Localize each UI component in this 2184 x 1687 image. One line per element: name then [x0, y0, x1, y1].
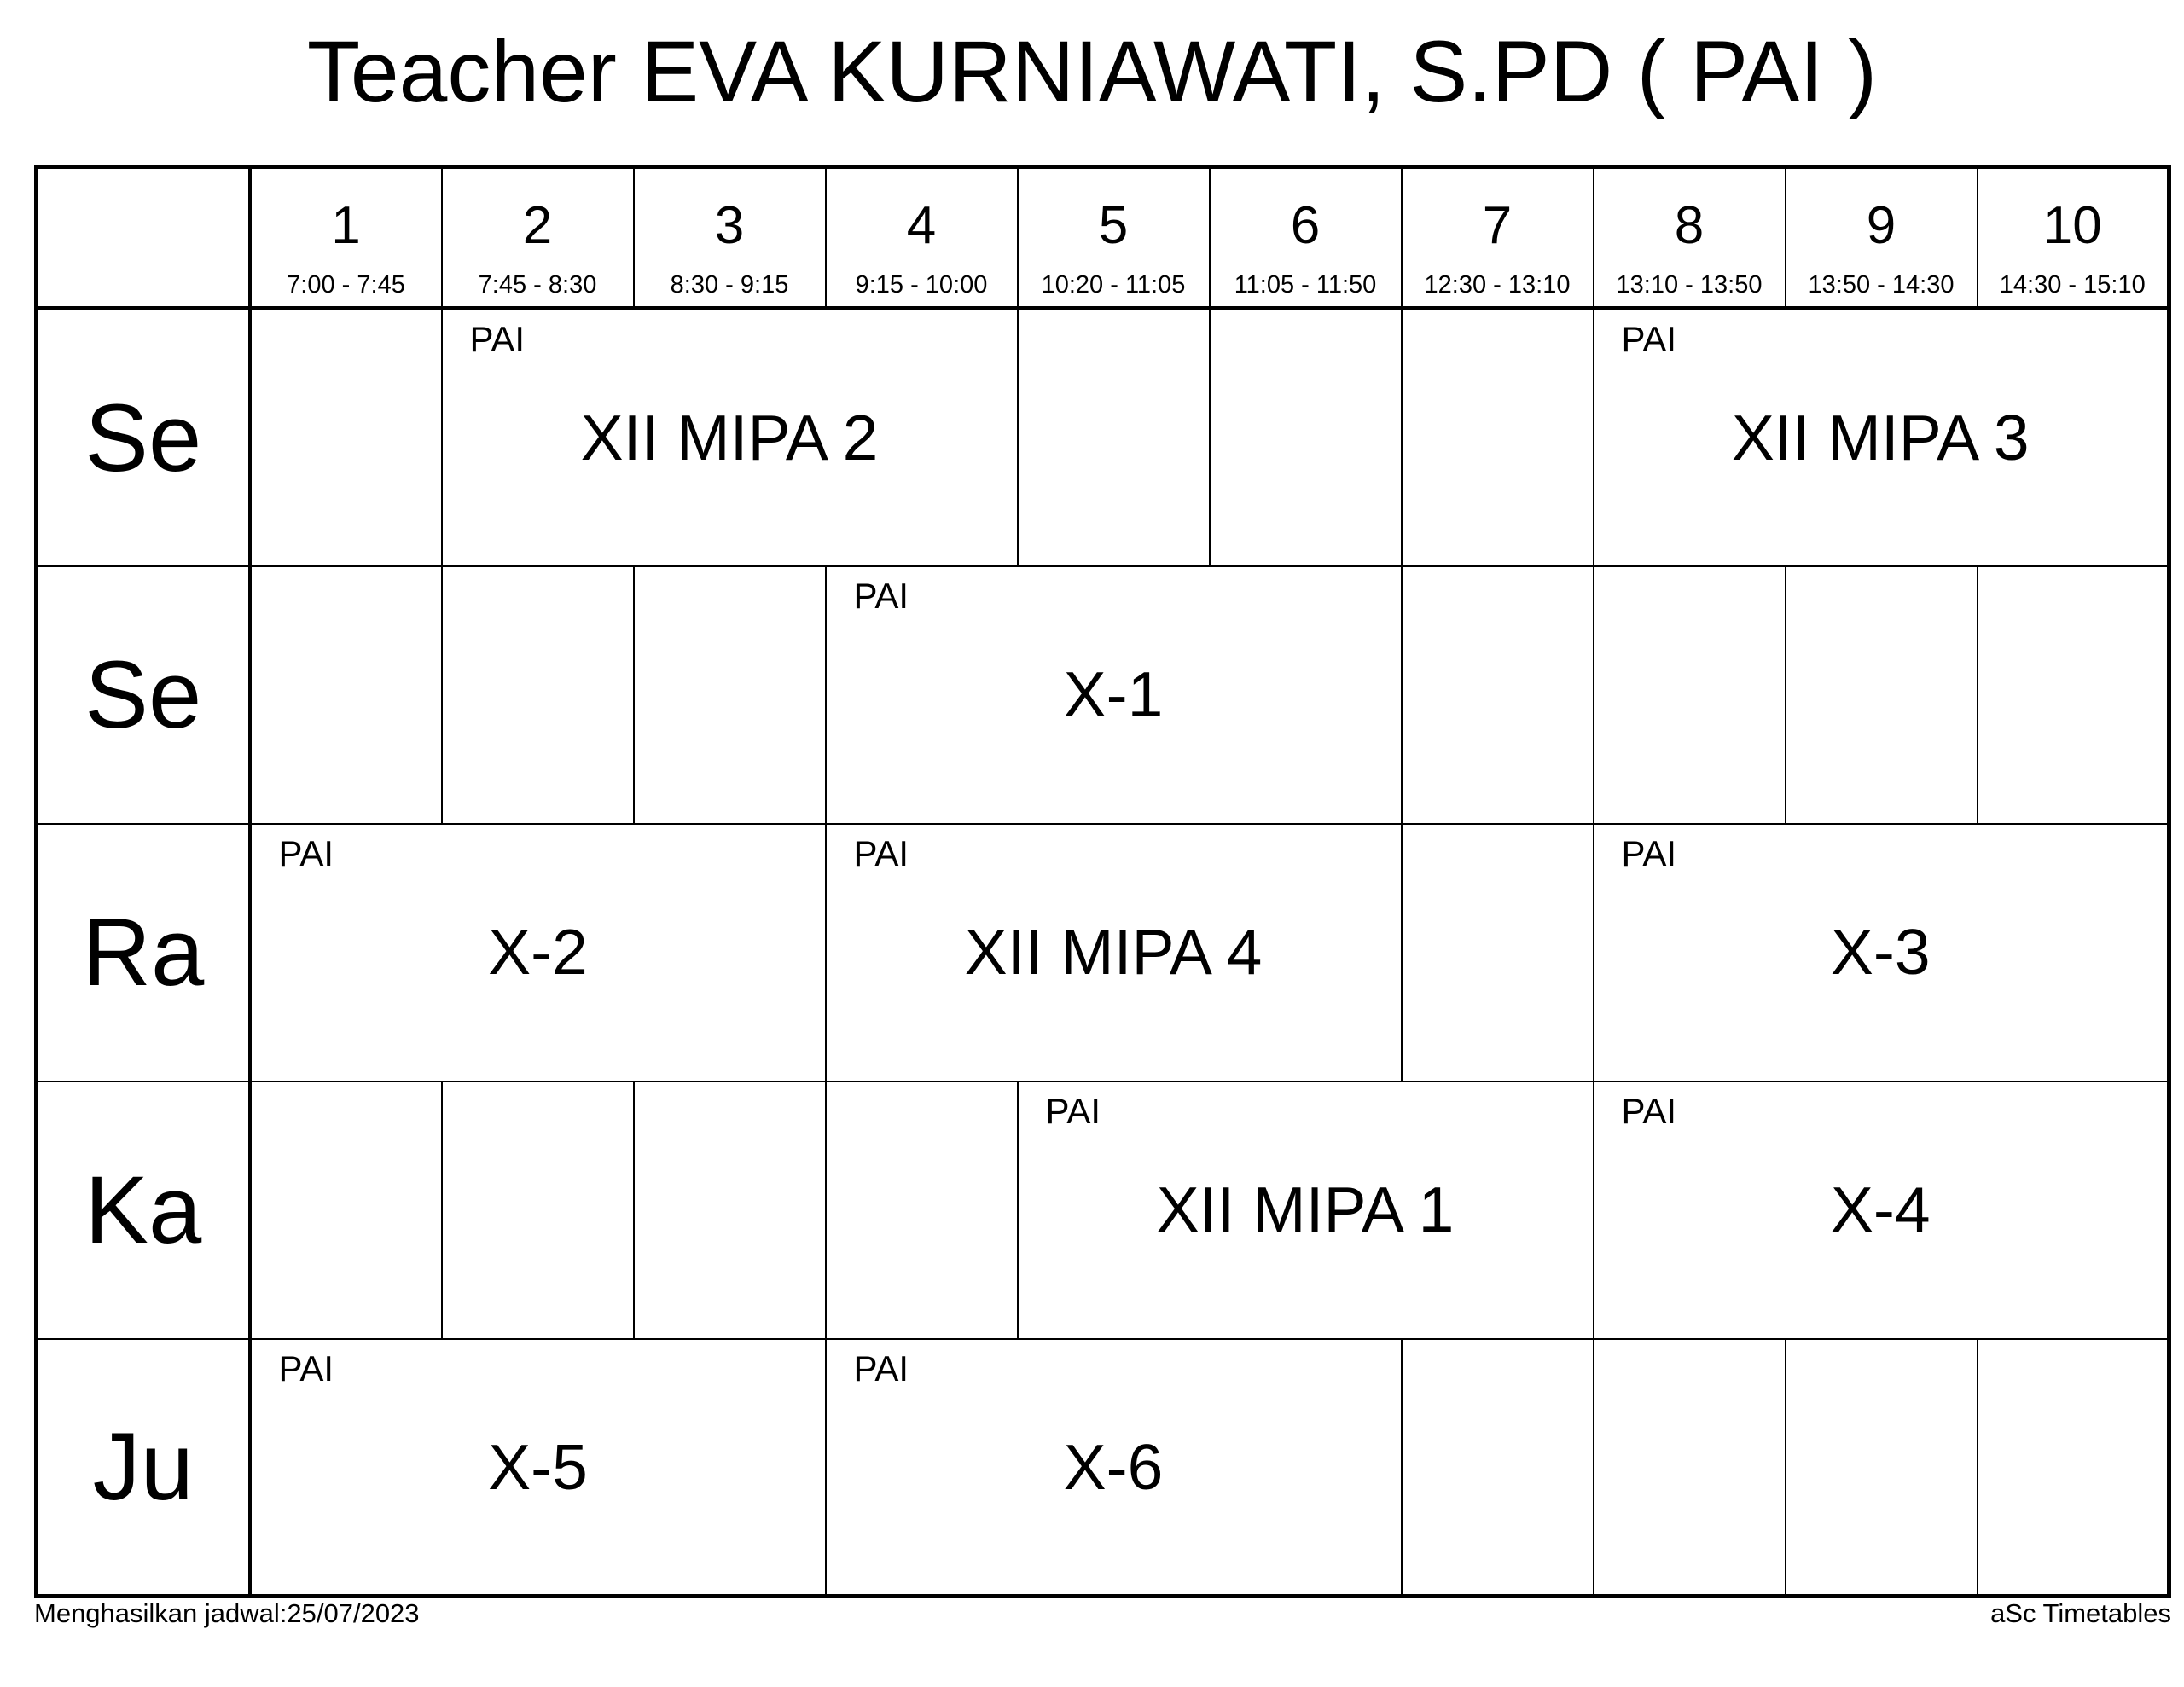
lesson-cell-x-4: PAI X-4 — [1592, 1080, 2170, 1340]
subject-label: PAI — [469, 319, 526, 360]
period-time: 11:05 - 11:50 — [1234, 271, 1377, 299]
header-period-10: 10 14:30 - 15:10 — [1976, 165, 2170, 311]
period-number: 7 — [1482, 196, 1513, 256]
header-period-7: 7 12:30 - 13:10 — [1400, 165, 1594, 311]
period-number: 6 — [1290, 196, 1321, 256]
period-time: 12:30 - 13:10 — [1424, 271, 1571, 299]
lesson-cell-x-5: PAI X-5 — [248, 1337, 827, 1597]
class-name-label: X-3 — [1830, 916, 1931, 988]
lesson-cell-x-1: PAI X-1 — [824, 565, 1403, 825]
period-number: 9 — [1866, 196, 1896, 256]
header-period-3: 3 8:30 - 9:15 — [632, 165, 827, 311]
period-time: 7:45 - 8:30 — [478, 271, 597, 299]
period-number: 5 — [1098, 196, 1129, 256]
row-wednesday: Ra PAI X-2 PAI XII MIPA 4 PAI X-3 — [35, 822, 2170, 1082]
subject-label: PAI — [278, 1348, 334, 1388]
empty-cell — [1400, 307, 1594, 567]
empty-cell — [1592, 1337, 1786, 1597]
lesson-cell-x-3: PAI X-3 — [1592, 822, 2170, 1082]
header-period-2: 2 7:45 - 8:30 — [440, 165, 635, 311]
header-row: 1 7:00 - 7:45 2 7:45 - 8:30 3 8:30 - 9:1… — [35, 165, 2170, 311]
empty-cell — [440, 1080, 635, 1340]
empty-cell — [1016, 307, 1211, 567]
footer-brand: aSc Timetables — [1990, 1598, 2171, 1629]
lesson-cell-x-2: PAI X-2 — [248, 822, 827, 1082]
subject-label: PAI — [1621, 1090, 1677, 1131]
period-time: 14:30 - 15:10 — [1999, 271, 2146, 299]
day-label: Ka — [35, 1080, 252, 1340]
class-name-label: X-4 — [1830, 1174, 1931, 1246]
empty-cell — [1784, 1337, 1978, 1597]
empty-cell — [824, 1080, 1019, 1340]
empty-cell — [632, 1080, 827, 1340]
header-period-8: 8 13:10 - 13:50 — [1592, 165, 1786, 311]
empty-cell — [1400, 822, 1594, 1082]
lesson-cell-xii-mipa-3: PAI XII MIPA 3 — [1592, 307, 2170, 567]
empty-cell — [248, 1080, 443, 1340]
period-number: 1 — [331, 196, 361, 256]
subject-label: PAI — [853, 832, 909, 873]
empty-cell — [1208, 307, 1403, 567]
period-time: 13:10 - 13:50 — [1616, 271, 1763, 299]
period-number: 3 — [714, 196, 745, 256]
subject-label: PAI — [278, 832, 334, 873]
day-label: Se — [35, 307, 252, 567]
subject-label: PAI — [1621, 832, 1677, 873]
row-friday: Ju PAI X-5 PAI X-6 — [35, 1337, 2170, 1597]
class-name-label: XII MIPA 1 — [1156, 1174, 1455, 1246]
row-tuesday: Se PAI X-1 — [35, 565, 2170, 825]
empty-cell — [1976, 1337, 2170, 1597]
lesson-cell-x-6: PAI X-6 — [824, 1337, 1403, 1597]
header-period-6: 6 11:05 - 11:50 — [1208, 165, 1403, 311]
lesson-cell-xii-mipa-2: PAI XII MIPA 2 — [440, 307, 1019, 567]
period-time: 9:15 - 10:00 — [855, 271, 988, 299]
class-name-label: X-1 — [1063, 658, 1164, 731]
lesson-cell-xii-mipa-1: PAI XII MIPA 1 — [1016, 1080, 1594, 1340]
subject-label: PAI — [853, 1348, 909, 1388]
header-period-9: 9 13:50 - 14:30 — [1784, 165, 1978, 311]
class-name-label: XII MIPA 3 — [1731, 402, 2030, 474]
day-label: Se — [35, 565, 252, 825]
class-name-label: X-2 — [488, 916, 588, 988]
class-name-label: X-6 — [1063, 1430, 1164, 1503]
empty-cell — [632, 565, 827, 825]
period-time: 7:00 - 7:45 — [287, 271, 405, 299]
row-monday: Se PAI XII MIPA 2 PAI XII MIPA 3 — [35, 307, 2170, 567]
period-number: 8 — [1674, 196, 1705, 256]
empty-cell — [248, 565, 443, 825]
period-number: 2 — [522, 196, 553, 256]
class-name-label: XII MIPA 4 — [964, 916, 1263, 988]
period-time: 8:30 - 9:15 — [670, 271, 789, 299]
header-period-5: 5 10:20 - 11:05 — [1016, 165, 1211, 311]
day-label: Ju — [35, 1337, 252, 1597]
empty-cell — [1976, 565, 2170, 825]
footer-generated-date: Menghasilkan jadwal:25/07/2023 — [34, 1598, 420, 1629]
header-period-4: 4 9:15 - 10:00 — [824, 165, 1019, 311]
period-time: 13:50 - 14:30 — [1808, 271, 1955, 299]
period-number: 10 — [2042, 196, 2102, 256]
empty-cell — [440, 565, 635, 825]
corner-cell — [35, 165, 252, 311]
empty-cell — [1400, 565, 1594, 825]
empty-cell — [1592, 565, 1786, 825]
subject-label: PAI — [1621, 319, 1677, 360]
lesson-cell-xii-mipa-4: PAI XII MIPA 4 — [824, 822, 1403, 1082]
empty-cell — [1784, 565, 1978, 825]
subject-label: PAI — [853, 575, 909, 616]
page-title: Teacher EVA KURNIAWATI, S.PD ( PAI ) — [306, 23, 1878, 120]
period-number: 4 — [906, 196, 937, 256]
class-name-label: XII MIPA 2 — [580, 402, 879, 474]
subject-label: PAI — [1045, 1090, 1101, 1131]
class-name-label: X-5 — [488, 1430, 588, 1503]
empty-cell — [1400, 1337, 1594, 1597]
day-label: Ra — [35, 822, 252, 1082]
header-period-1: 1 7:00 - 7:45 — [248, 165, 443, 311]
empty-cell — [248, 307, 443, 567]
row-thursday: Ka PAI XII MIPA 1 PAI X-4 — [35, 1080, 2170, 1340]
period-time: 10:20 - 11:05 — [1041, 271, 1186, 299]
timetable: 1 7:00 - 7:45 2 7:45 - 8:30 3 8:30 - 9:1… — [34, 165, 2171, 1599]
footer: Menghasilkan jadwal:25/07/2023 aSc Timet… — [34, 1600, 2171, 1626]
